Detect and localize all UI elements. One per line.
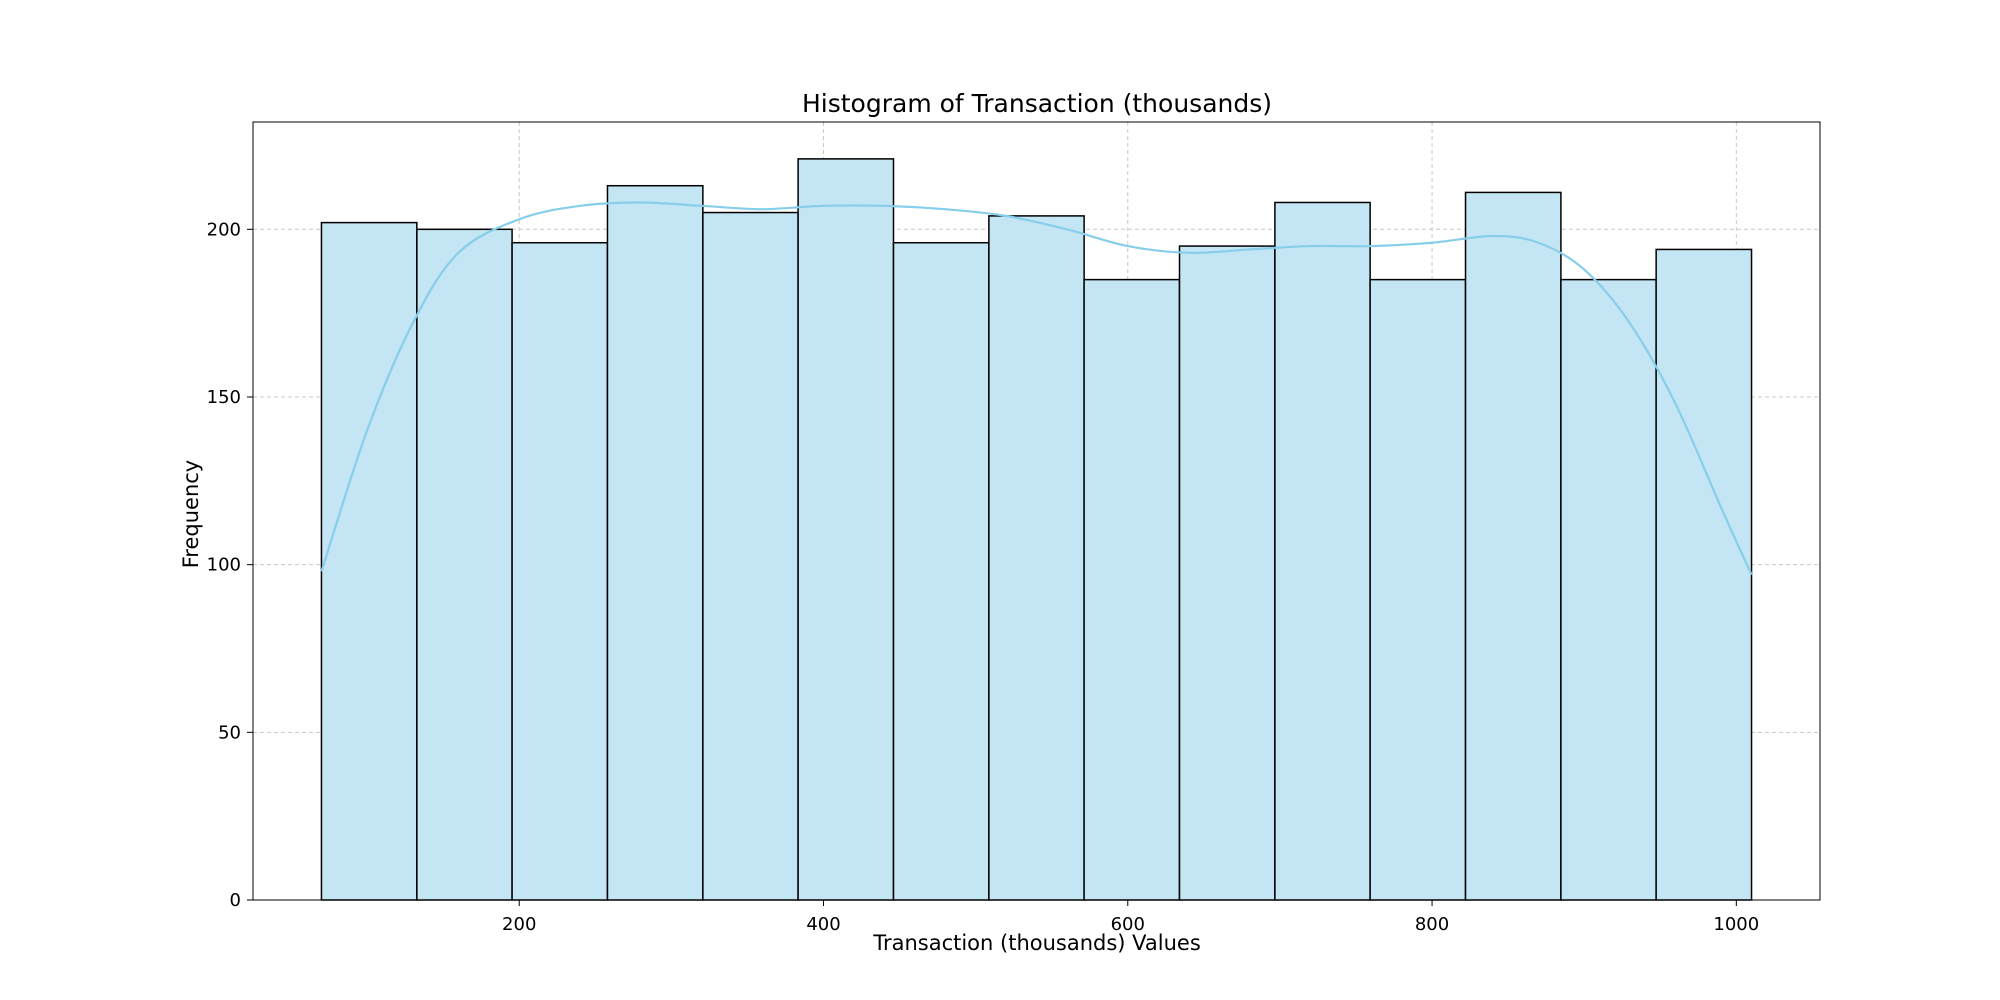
histogram-bar [702, 211, 799, 901]
histogram-bar [416, 228, 513, 901]
histogram-bar [1369, 278, 1467, 901]
kde-line [320, 201, 1753, 576]
histogram-bar [1560, 278, 1657, 901]
x-tick-label: 800 [1415, 914, 1449, 935]
kde-curve [320, 201, 1753, 576]
y-tick-label: 50 [218, 722, 241, 743]
y-axis-ticks: 0 50 100 150 200 [207, 219, 253, 911]
y-tick-label: 0 [230, 890, 241, 911]
x-tick-label: 400 [806, 914, 840, 935]
histogram-bars [320, 158, 1753, 901]
x-tick-label: 200 [502, 914, 536, 935]
histogram-bar [1274, 201, 1371, 901]
histogram-bar [797, 158, 895, 901]
x-axis-label: Transaction (thousands) Values [872, 931, 1201, 955]
histogram-bar [892, 241, 990, 901]
x-tick-label: 1000 [1713, 914, 1759, 935]
histogram-bar [1464, 191, 1562, 901]
chart-title: Histogram of Transaction (thousands) [802, 89, 1272, 118]
plot-frame [252, 121, 1821, 901]
y-tick-label: 200 [207, 219, 241, 240]
histogram-bar [1655, 248, 1753, 901]
x-axis-ticks: 200 400 600 800 1000 [502, 900, 1759, 935]
y-tick-label: 150 [207, 387, 241, 408]
y-tick-label: 100 [207, 555, 241, 576]
y-axis-label: Frequency [179, 460, 203, 569]
histogram-bar [511, 241, 609, 901]
histogram-bar [1178, 245, 1276, 901]
histogram-bar [320, 221, 418, 901]
histogram-bar [1083, 278, 1181, 901]
x-tick-label: 600 [1111, 914, 1145, 935]
histogram-bar [988, 215, 1085, 901]
histogram-bar [606, 184, 704, 901]
